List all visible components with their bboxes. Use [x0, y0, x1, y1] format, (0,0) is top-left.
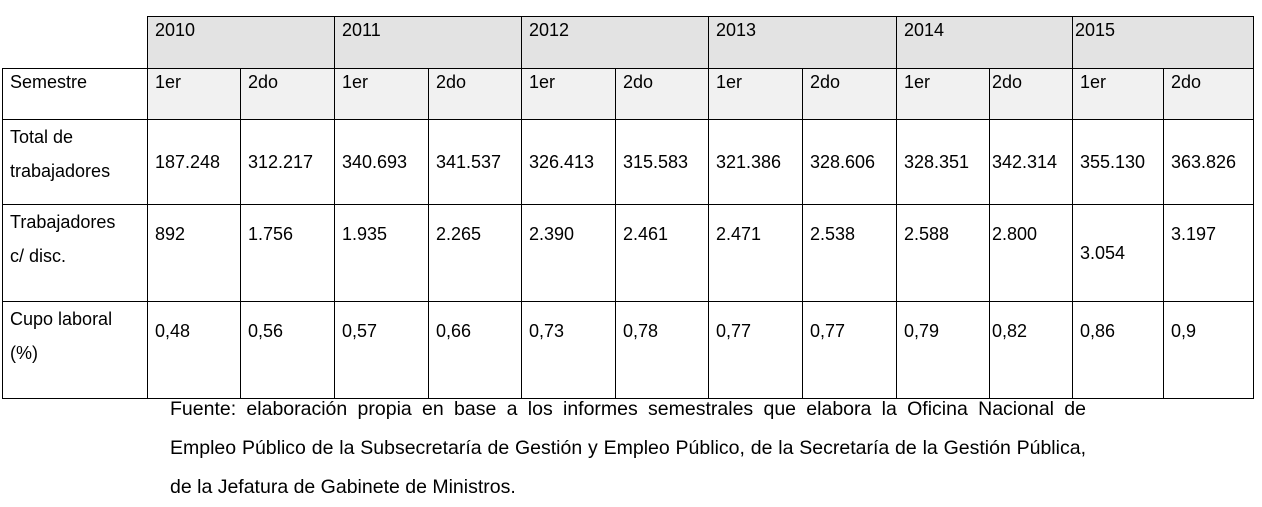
semester-cell: 2do [1163, 68, 1254, 120]
value-cell: 0,77 [802, 301, 897, 399]
row-label-line: trabajadores [10, 161, 111, 181]
row-label-line: (%) [10, 343, 38, 363]
semester-cell: 1er [147, 68, 241, 120]
empty-corner-cell [2, 16, 148, 69]
value-cell: 328.606 [802, 119, 897, 205]
value-cell: 363.826 [1163, 119, 1254, 205]
row-label-line: Total de [10, 127, 74, 147]
value-cell: 0,56 [240, 301, 335, 399]
semester-cell: 1er [1072, 68, 1164, 120]
value-cell: 1.935 [334, 204, 429, 302]
value-cell: 2.461 [615, 204, 709, 302]
workers-table: 2010 2011 2012 2013 2014 2015 Semestre 1… [2, 16, 1254, 399]
semester-header-row: Semestre 1er 2do 1er 2do 1er 2do 1er 2do… [2, 68, 1254, 120]
semester-cell: 1er [334, 68, 429, 120]
value-cell: 355.130 [1072, 119, 1164, 205]
row-label: Cupo laboral (%) [2, 301, 148, 399]
value-cell: 892 [147, 204, 241, 302]
table-row: Cupo laboral (%) 0,48 0,56 0,57 0,66 0,7… [2, 301, 1254, 399]
value-cell: 0,82 [989, 301, 1073, 399]
row-label-line: Cupo laboral [10, 309, 113, 329]
value-cell: 0,77 [708, 301, 803, 399]
value-cell: 0,78 [615, 301, 709, 399]
year-cell: 2014 [896, 16, 1073, 69]
value-cell: 312.217 [240, 119, 335, 205]
value-cell: 0,66 [428, 301, 522, 399]
value-cell: 2.471 [708, 204, 803, 302]
year-cell: 2010 [147, 16, 335, 69]
value-cell: 0,57 [334, 301, 429, 399]
semester-cell: 1er [896, 68, 990, 120]
year-header-row: 2010 2011 2012 2013 2014 2015 [2, 16, 1254, 69]
semester-cell: 1er [708, 68, 803, 120]
source-note: Fuente: elaboración propia en base a los… [170, 397, 1086, 498]
semester-cell: 1er [521, 68, 616, 120]
semester-cell: 2do [989, 68, 1073, 120]
semester-cell: 2do [615, 68, 709, 120]
value-cell: 321.386 [708, 119, 803, 205]
year-cell: 2012 [521, 16, 709, 69]
year-cell: 2015 [1072, 16, 1254, 69]
value-cell: 0,79 [896, 301, 990, 399]
value-cell: 3.054 [1072, 204, 1164, 302]
value-cell: 340.693 [334, 119, 429, 205]
value-cell: 1.756 [240, 204, 335, 302]
value-cell: 328.351 [896, 119, 990, 205]
year-cell: 2013 [708, 16, 897, 69]
value-cell: 2.265 [428, 204, 522, 302]
value-cell: 2.588 [896, 204, 990, 302]
semester-label: Semestre [2, 68, 148, 120]
value-cell: 342.314 [989, 119, 1073, 205]
row-label: Trabajadores c/ disc. [2, 204, 148, 302]
year-cell: 2011 [334, 16, 522, 69]
value-cell: 187.248 [147, 119, 241, 205]
value-cell: 0,48 [147, 301, 241, 399]
table-row: Trabajadores c/ disc. 892 1.756 1.935 2.… [2, 204, 1254, 302]
value-cell: 2.538 [802, 204, 897, 302]
value-cell: 0,73 [521, 301, 616, 399]
value-cell: 326.413 [521, 119, 616, 205]
value-cell: 341.537 [428, 119, 522, 205]
semester-cell: 2do [240, 68, 335, 120]
semester-cell: 2do [802, 68, 897, 120]
value-cell: 3.197 [1163, 204, 1254, 302]
row-label-line: Trabajadores [10, 212, 116, 232]
row-label-line: c/ disc. [10, 246, 67, 266]
value-cell: 0,86 [1072, 301, 1164, 399]
value-cell: 315.583 [615, 119, 709, 205]
row-label: Total de trabajadores [2, 119, 148, 205]
semester-cell: 2do [428, 68, 522, 120]
value-cell: 2.800 [989, 204, 1073, 302]
value-cell: 0,9 [1163, 301, 1254, 399]
table-row: Total de trabajadores 187.248 312.217 34… [2, 119, 1254, 205]
value-cell: 2.390 [521, 204, 616, 302]
